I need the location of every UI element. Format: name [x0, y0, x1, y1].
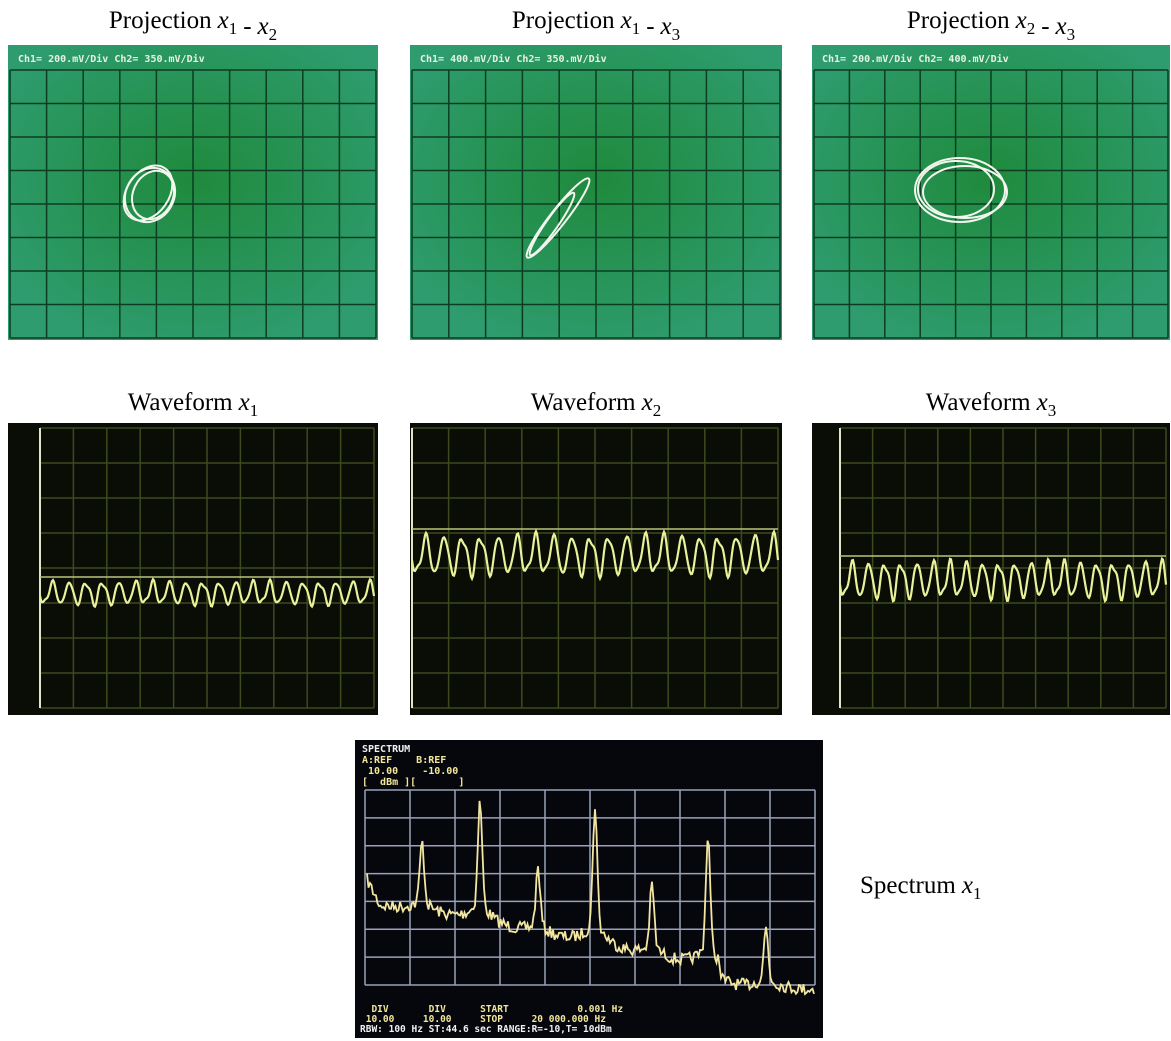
scope-scale: Ch1= 400.mV/Div Ch2= 350.mV/Div	[420, 53, 607, 65]
caption-variable: x	[217, 7, 229, 34]
caption-variable: x	[1036, 389, 1048, 416]
caption-subscript: 3	[672, 25, 681, 44]
caption-subscript: 1	[250, 401, 259, 420]
analyzer-footer: RBW: 100 Hz ST:44.6 sec RANGE:R=-10,T= 1…	[360, 1024, 612, 1035]
caption-label: Projection	[109, 7, 212, 34]
caption-subscript: 1	[632, 19, 641, 38]
caption-label: Waveform	[926, 389, 1031, 416]
analyzer-header: [ dBm ][ ]	[362, 777, 464, 788]
caption-variable: x	[1055, 13, 1067, 40]
caption-subscript: 3	[1048, 401, 1057, 420]
figure: Projectionx1-x2Ch1= 200.mV/Div Ch2= 350.…	[0, 0, 1171, 1041]
caption-subscript: 1	[229, 19, 238, 38]
caption-variable: x	[641, 389, 653, 416]
scope-screen	[8, 423, 378, 715]
analyzer-header: A:REF B:REF	[362, 755, 446, 766]
caption-label: Waveform	[531, 389, 636, 416]
caption-variable: x	[257, 13, 269, 40]
caption-separator: -	[243, 13, 251, 40]
caption-label: Waveform	[128, 389, 233, 416]
caption-label: Spectrum	[860, 872, 956, 899]
scope-scale: Ch1= 200.mV/Div Ch2= 400.mV/Div	[822, 53, 1009, 65]
caption-subscript: 2	[1027, 19, 1036, 38]
caption-variable: x	[660, 13, 672, 40]
caption-subscript: 2	[269, 25, 278, 44]
caption-variable: x	[961, 872, 973, 899]
caption-subscript: 2	[653, 401, 662, 420]
caption-separator: -	[1041, 13, 1049, 40]
caption-subscript: 3	[1067, 25, 1076, 44]
caption-label: Projection	[512, 7, 615, 34]
caption-variable: x	[620, 7, 632, 34]
analyzer-header: 10.00 -10.00	[362, 766, 458, 777]
caption-subscript: 1	[973, 884, 982, 903]
analyzer-header: SPECTRUM	[362, 744, 410, 755]
scope-scale: Ch1= 200.mV/Div Ch2= 350.mV/Div	[18, 53, 205, 65]
caption-variable: x	[1015, 7, 1027, 34]
caption-separator: -	[646, 13, 654, 40]
caption-label: Projection	[907, 7, 1010, 34]
caption-variable: x	[238, 389, 250, 416]
